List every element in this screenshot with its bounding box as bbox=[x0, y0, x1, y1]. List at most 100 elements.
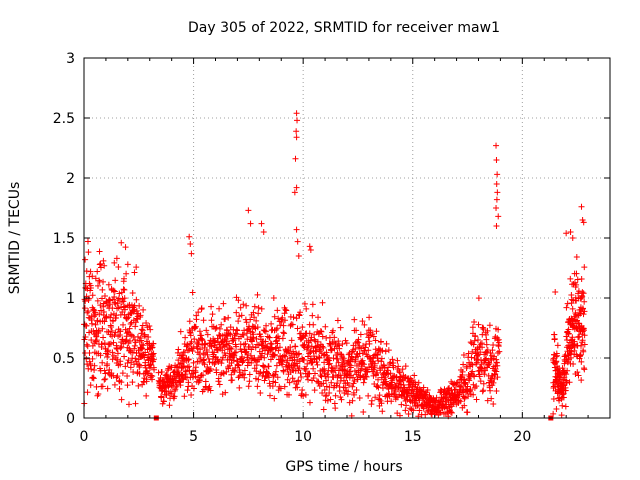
data-point bbox=[141, 333, 148, 340]
data-point bbox=[282, 306, 289, 313]
data-point bbox=[120, 321, 127, 328]
data-point bbox=[493, 388, 500, 395]
data-point bbox=[385, 347, 392, 354]
data-point bbox=[333, 363, 340, 370]
data-point bbox=[108, 327, 115, 334]
data-point bbox=[101, 293, 108, 300]
data-point bbox=[107, 314, 114, 321]
data-point bbox=[336, 345, 343, 352]
data-point bbox=[326, 390, 333, 397]
data-point bbox=[375, 345, 382, 352]
data-point bbox=[360, 409, 367, 416]
data-point bbox=[184, 364, 191, 371]
data-point bbox=[493, 368, 500, 375]
data-point bbox=[568, 337, 575, 344]
data-point bbox=[580, 327, 587, 334]
data-point bbox=[575, 334, 582, 341]
data-point bbox=[383, 340, 390, 347]
data-point bbox=[271, 313, 278, 320]
data-point bbox=[334, 349, 341, 356]
data-point bbox=[382, 348, 389, 355]
data-point bbox=[119, 370, 126, 377]
data-point bbox=[479, 388, 486, 395]
data-point bbox=[240, 371, 247, 378]
data-point bbox=[216, 305, 223, 312]
data-point bbox=[304, 353, 311, 360]
data-point bbox=[375, 357, 382, 364]
data-point bbox=[365, 392, 372, 399]
data-point bbox=[378, 358, 385, 365]
data-point bbox=[405, 410, 412, 417]
data-point bbox=[121, 295, 128, 302]
data-point bbox=[189, 348, 196, 355]
data-point bbox=[132, 319, 139, 326]
data-point bbox=[398, 401, 405, 408]
data-point bbox=[99, 359, 106, 366]
data-point bbox=[554, 342, 561, 349]
data-point bbox=[351, 316, 358, 323]
data-point bbox=[336, 388, 343, 395]
data-point bbox=[402, 363, 409, 370]
data-point bbox=[285, 391, 292, 398]
data-point bbox=[274, 307, 281, 314]
data-point bbox=[477, 363, 484, 370]
data-point bbox=[563, 371, 570, 378]
data-point bbox=[363, 373, 370, 380]
data-point bbox=[235, 318, 242, 325]
data-point bbox=[208, 303, 215, 310]
data-point bbox=[347, 364, 354, 371]
data-point bbox=[311, 370, 318, 377]
data-point bbox=[228, 345, 235, 352]
data-point bbox=[553, 358, 560, 365]
data-point bbox=[493, 223, 500, 229]
data-point bbox=[320, 344, 327, 351]
data-point bbox=[581, 308, 588, 315]
data-point bbox=[461, 394, 468, 401]
data-point bbox=[411, 372, 418, 379]
data-point bbox=[568, 348, 575, 355]
data-point bbox=[218, 321, 225, 328]
data-point bbox=[260, 229, 267, 235]
data-point bbox=[307, 247, 314, 253]
data-point bbox=[215, 375, 222, 382]
data-point bbox=[315, 314, 322, 321]
data-point bbox=[95, 327, 102, 334]
data-point bbox=[496, 348, 503, 355]
data-point bbox=[85, 308, 92, 315]
data-point bbox=[447, 409, 454, 416]
data-point bbox=[125, 314, 132, 321]
data-point bbox=[458, 382, 465, 389]
data-point bbox=[243, 319, 250, 326]
data-point bbox=[101, 340, 108, 347]
data-point bbox=[168, 364, 175, 371]
data-point bbox=[287, 344, 294, 351]
data-point bbox=[234, 327, 241, 334]
data-point bbox=[112, 329, 119, 336]
data-point bbox=[340, 366, 347, 373]
data-point bbox=[91, 362, 98, 369]
data-point bbox=[172, 386, 179, 393]
data-point bbox=[122, 363, 129, 370]
data-point bbox=[577, 351, 584, 358]
data-point bbox=[231, 352, 238, 359]
data-point bbox=[95, 391, 102, 398]
y-axis-label: SRMTID / TECUs bbox=[7, 182, 23, 295]
data-point bbox=[227, 324, 234, 331]
data-point bbox=[148, 372, 155, 379]
data-point bbox=[294, 238, 301, 245]
data-point bbox=[94, 268, 101, 275]
data-point bbox=[175, 357, 182, 364]
data-point bbox=[579, 328, 586, 335]
data-point bbox=[321, 386, 328, 393]
data-point bbox=[477, 341, 484, 348]
data-point bbox=[195, 309, 202, 316]
data-point bbox=[493, 205, 500, 211]
data-point bbox=[132, 339, 139, 346]
data-point bbox=[253, 317, 260, 324]
data-point bbox=[359, 318, 366, 325]
data-point bbox=[328, 346, 335, 353]
data-point bbox=[390, 364, 397, 371]
data-point bbox=[254, 324, 261, 331]
data-point bbox=[94, 297, 101, 304]
data-point bbox=[121, 275, 128, 282]
